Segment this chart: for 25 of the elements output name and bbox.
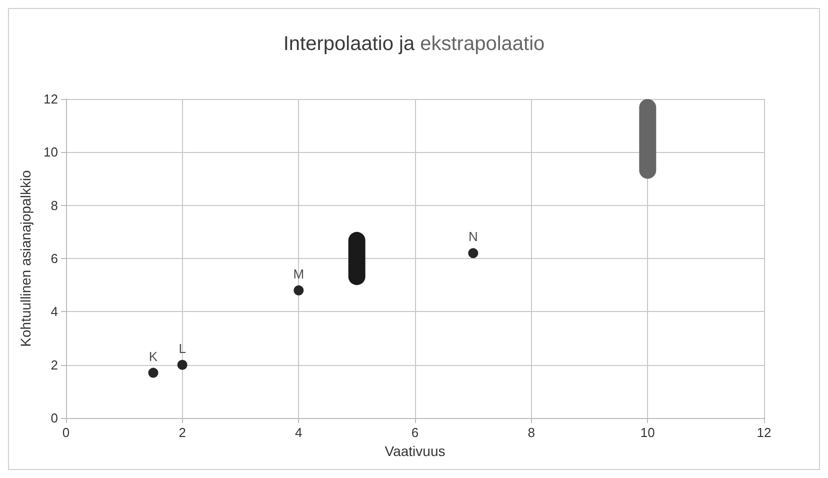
y-tick-label: 8	[50, 198, 58, 213]
x-axis-title: Vaativuus	[384, 442, 446, 459]
point	[148, 368, 158, 378]
point	[294, 285, 304, 296]
y-tick-label: 0	[50, 410, 58, 426]
point	[468, 248, 478, 258]
y-tick-label: 10	[44, 144, 58, 160]
y-tick-label: 12	[44, 92, 58, 106]
y-tick-label: 6	[50, 251, 58, 266]
y-axis-title: Kohtuullinen asianajopalkkio	[18, 170, 34, 347]
x-tick-label: 2	[178, 425, 186, 440]
x-tick-label: 6	[411, 425, 419, 440]
x-tick-label: 8	[528, 425, 535, 440]
annotation: K	[148, 348, 158, 364]
x-tick-label: 10	[640, 425, 655, 440]
chart-title: Interpolaatio ja ekstrapolaatio	[283, 33, 545, 55]
y-tick-label: 2	[50, 357, 58, 372]
annotation: M	[293, 266, 304, 282]
x-tick-label: 0	[62, 425, 70, 440]
annotation: N	[468, 229, 478, 244]
point	[177, 360, 188, 370]
x-tick-label: 4	[295, 425, 302, 440]
annotation: L	[178, 340, 186, 356]
x-tick-label: 12	[756, 425, 772, 440]
y-tick-label: 4	[50, 304, 58, 320]
